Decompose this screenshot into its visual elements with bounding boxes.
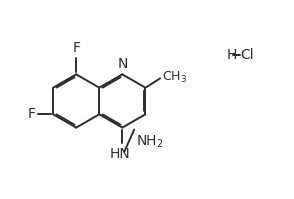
Text: CH$_3$: CH$_3$ [162, 70, 187, 85]
Text: F: F [72, 41, 80, 55]
Text: HN: HN [110, 147, 131, 161]
Text: Cl: Cl [241, 48, 254, 62]
Text: N: N [117, 57, 128, 71]
Text: H: H [227, 48, 237, 62]
Text: F: F [27, 107, 36, 121]
Text: NH$_2$: NH$_2$ [136, 134, 164, 150]
